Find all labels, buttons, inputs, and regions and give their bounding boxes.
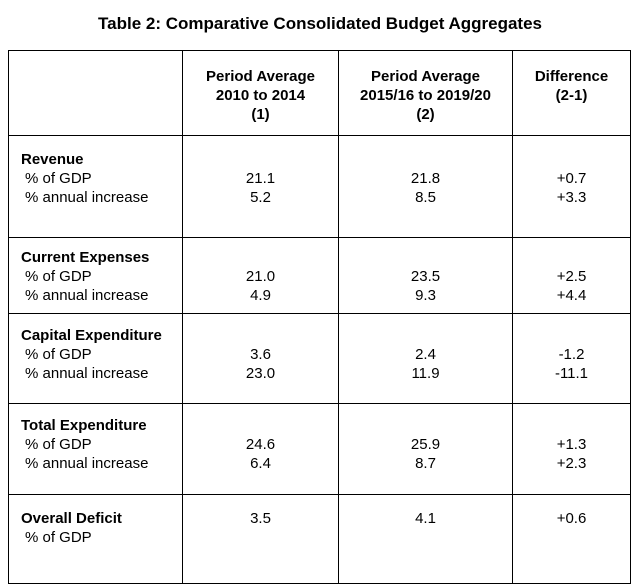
table-row: Revenue [8,135,631,169]
row-label: % of GDP [8,267,183,286]
header-empty-cell [8,50,183,136]
cell-value: -11.1 [512,364,631,404]
cell-value: +2.3 [512,454,631,495]
table-row: % of GDP 24.6 25.9 +1.3 [8,435,631,454]
group-total-expenditure: Total Expenditure % of GDP 24.6 25.9 +1.… [8,403,631,495]
row-label: % annual increase [8,454,183,495]
cell-value: +2.5 [512,267,631,286]
row-label: % annual increase [8,188,183,238]
cell-value: 21.8 [338,169,513,188]
cell-value: 8.5 [338,188,513,238]
group-label: Current Expenses [8,237,183,267]
budget-table: Period Average 2010 to 2014 (1) Period A… [8,50,631,584]
cell-value: +3.3 [512,188,631,238]
table-row: % annual increase 4.9 9.3 +4.4 [8,286,631,314]
cell-value: 3.6 [182,345,339,364]
cell-value: -1.2 [512,345,631,364]
cell-value [338,237,513,267]
header-difference: Difference (2-1) [512,50,631,136]
row-label: % of GDP [8,435,183,454]
group-label: Capital Expenditure [8,313,183,345]
table-title: Table 2: Comparative Consolidated Budget… [98,14,542,33]
cell-value [338,528,513,584]
row-label: % of GDP [8,528,183,584]
table-row: % of GDP 3.6 2.4 -1.2 [8,345,631,364]
cell-value: 11.9 [338,364,513,404]
row-label: % annual increase [8,286,183,314]
cell-value: 25.9 [338,435,513,454]
cell-value: 21.0 [182,267,339,286]
cell-value: 9.3 [338,286,513,314]
cell-value [182,135,339,169]
cell-value: 23.5 [338,267,513,286]
table-row: % annual increase 6.4 8.7 +2.3 [8,454,631,495]
table-row: Total Expenditure [8,403,631,435]
row-label: % of GDP [8,169,183,188]
cell-value [338,313,513,345]
table-row: Overall Deficit 3.5 4.1 +0.6 [8,494,631,528]
cell-value: 23.0 [182,364,339,404]
table-row: % of GDP [8,528,631,584]
group-overall-deficit: Overall Deficit 3.5 4.1 +0.6 % of GDP [8,494,631,584]
cell-value [338,135,513,169]
group-label: Overall Deficit [8,494,183,528]
cell-value [182,403,339,435]
cell-value [512,528,631,584]
cell-value: 4.1 [338,494,513,528]
cell-value: +4.4 [512,286,631,314]
cell-value [182,313,339,345]
cell-value: 6.4 [182,454,339,495]
cell-value [512,135,631,169]
header-period-1: Period Average 2010 to 2014 (1) [182,50,339,136]
cell-value: 5.2 [182,188,339,238]
cell-value: 4.9 [182,286,339,314]
header-period-2: Period Average 2015/16 to 2019/20 (2) [338,50,513,136]
group-current-expenses: Current Expenses % of GDP 21.0 23.5 +2.5… [8,237,631,314]
table-row: % of GDP 21.1 21.8 +0.7 [8,169,631,188]
cell-value: 8.7 [338,454,513,495]
cell-value [182,237,339,267]
group-label: Revenue [8,135,183,169]
table-row: % annual increase 23.0 11.9 -11.1 [8,364,631,404]
group-capital-expenditure: Capital Expenditure % of GDP 3.6 2.4 -1.… [8,313,631,404]
row-label: % annual increase [8,364,183,404]
table-row: % annual increase 5.2 8.5 +3.3 [8,188,631,238]
row-label: % of GDP [8,345,183,364]
group-revenue: Revenue % of GDP 21.1 21.8 +0.7 % annual… [8,135,631,238]
cell-value [338,403,513,435]
cell-value: 2.4 [338,345,513,364]
header-row: Period Average 2010 to 2014 (1) Period A… [8,50,631,136]
cell-value [512,403,631,435]
group-label: Total Expenditure [8,403,183,435]
cell-value: 24.6 [182,435,339,454]
table-row: % of GDP 21.0 23.5 +2.5 [8,267,631,286]
table-row: Current Expenses [8,237,631,267]
cell-value [512,313,631,345]
table-header: Period Average 2010 to 2014 (1) Period A… [8,50,631,136]
cell-value: +0.6 [512,494,631,528]
cell-value: +0.7 [512,169,631,188]
cell-value [512,237,631,267]
table-row: Capital Expenditure [8,313,631,345]
cell-value: +1.3 [512,435,631,454]
cell-value: 21.1 [182,169,339,188]
cell-value: 3.5 [182,494,339,528]
cell-value [182,528,339,584]
